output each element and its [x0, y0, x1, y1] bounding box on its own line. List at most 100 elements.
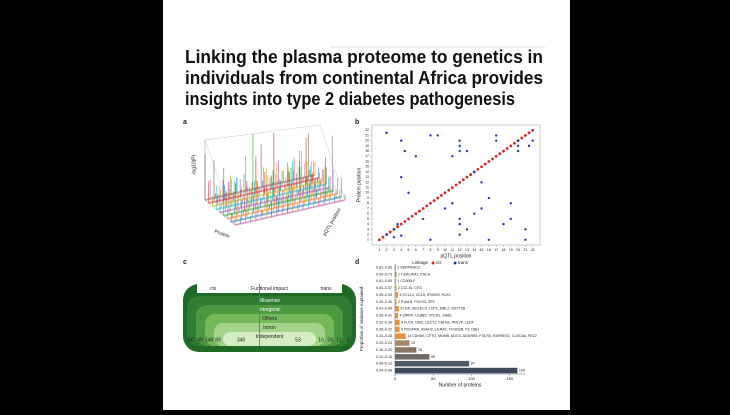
point	[443, 191, 447, 195]
y-tick-label: 21	[365, 133, 369, 137]
point	[388, 230, 392, 234]
cis-count: 60	[188, 337, 194, 343]
trans-count: 24	[327, 337, 333, 343]
bar	[395, 340, 410, 346]
point	[531, 128, 535, 132]
y-tick-label: 0.08–0.12	[376, 362, 392, 366]
panel-c: Missense Intergenic Others Intron Independen…	[183, 284, 356, 352]
point	[516, 139, 520, 142]
x-tick-label: 150	[506, 376, 513, 381]
y-tick-label: 5	[367, 217, 369, 221]
point	[487, 238, 491, 241]
point	[494, 134, 498, 137]
decor-ribbon	[208, 177, 319, 205]
point	[509, 202, 512, 205]
y-axis-label: Protein position	[356, 168, 362, 203]
point	[473, 170, 476, 174]
point	[418, 209, 421, 213]
x-tick-label: 7	[422, 248, 424, 252]
value-label: 6 FUT8, NID2, LECT2, FBLN2, PNLYP, LEDF	[401, 320, 475, 324]
x-tick-label: 100	[468, 376, 475, 381]
level-label: Intron	[263, 325, 276, 331]
x-tick-label: 15	[480, 248, 484, 252]
point	[527, 131, 531, 135]
legend-title: Linkage	[412, 260, 428, 265]
plot-frame	[371, 124, 541, 246]
x-axis-label: pQTL position	[441, 253, 472, 259]
y-tick-label: 17	[365, 154, 369, 158]
point	[407, 191, 410, 195]
bar	[395, 292, 399, 298]
x-tick-label: 16	[487, 248, 491, 252]
panel-label: b	[355, 119, 359, 126]
x-tick-label: 2	[386, 248, 388, 252]
point	[399, 222, 403, 226]
point	[429, 201, 432, 205]
bar	[395, 360, 470, 367]
point	[480, 165, 483, 169]
x-tick-label: 11	[451, 248, 455, 252]
x-tick-label: 20	[516, 248, 520, 252]
y-tick-label: 22	[365, 128, 369, 132]
y-tick-label: 0.53–0.57	[376, 286, 392, 290]
level-label: Independent	[256, 334, 284, 340]
title-line: individuals from continental Africa prov…	[185, 68, 543, 88]
point	[454, 183, 458, 187]
point	[483, 162, 487, 166]
y-tick-label: 0.49–0.53	[376, 293, 392, 297]
y-tick-label: 16	[365, 159, 369, 163]
point	[403, 149, 407, 153]
point	[509, 217, 512, 221]
point	[425, 204, 429, 208]
y-tick-label: 7	[367, 206, 369, 210]
y-tick-label: 0.41–0.45	[376, 307, 392, 311]
point	[520, 136, 524, 140]
x-tick-label: 18	[502, 248, 506, 252]
x-tick-label: 14	[472, 248, 476, 252]
point	[429, 238, 432, 241]
y-tick-label: 0.32–0.36	[376, 320, 392, 324]
bar	[395, 305, 399, 312]
header-label: cis	[210, 286, 217, 292]
y-tick-label: 0.81–0.85	[376, 265, 392, 269]
value-label: 4 CCL14, CCL5, IFNGR2, KLK1	[400, 293, 451, 297]
y-tick-label: 0.36–0.41	[376, 314, 392, 318]
header-label: trans	[320, 286, 332, 292]
x-tick-label: 10	[443, 248, 447, 252]
point	[502, 222, 505, 226]
bar	[395, 347, 417, 353]
y-tick-label: 0.16–0.20	[376, 348, 392, 352]
point	[396, 225, 399, 229]
cis-count: 49	[197, 337, 203, 343]
value-label: 19	[411, 341, 415, 345]
point	[400, 175, 403, 179]
legend-label: trans	[458, 260, 469, 265]
point	[451, 155, 454, 158]
trans-count: 3	[347, 337, 350, 343]
y-tick-label: 0.61–0.65	[376, 279, 392, 283]
point	[400, 234, 403, 237]
panel-a: -log10(P) Protein pQTL position	[191, 124, 346, 240]
y-tick-label: 13	[365, 175, 369, 179]
point	[487, 196, 491, 200]
point	[450, 186, 454, 190]
point	[465, 175, 469, 179]
point	[458, 217, 461, 221]
point	[513, 141, 516, 145]
cis-count: 346	[237, 337, 246, 343]
point	[421, 217, 425, 221]
point	[451, 202, 454, 205]
point	[458, 233, 461, 236]
point	[491, 157, 494, 161]
point	[523, 134, 527, 137]
point	[400, 139, 403, 142]
point	[392, 235, 396, 239]
trans-count: 53	[295, 337, 301, 343]
point	[480, 207, 483, 210]
y-tick-label: 0.04–0.08	[376, 369, 392, 373]
value-label: 28	[418, 348, 422, 352]
trans-count: 16	[318, 337, 324, 343]
level-label: Others	[262, 316, 278, 322]
x-axis-label: Number of proteins	[439, 382, 482, 388]
point	[473, 212, 476, 215]
